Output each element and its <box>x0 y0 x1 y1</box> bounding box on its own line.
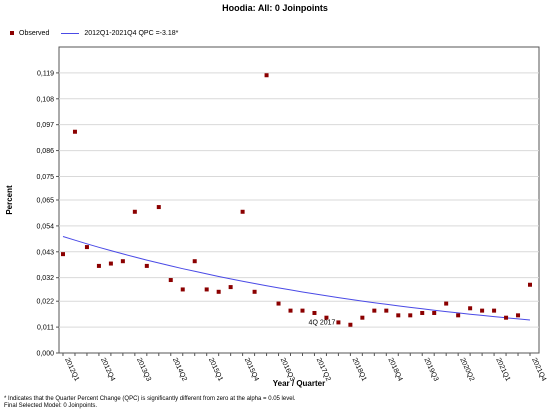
x-tick-label: 2012Q4 <box>99 357 116 383</box>
y-tick-label: 0,086 <box>36 148 54 155</box>
y-tick-label: 0,032 <box>36 275 54 282</box>
trend-line <box>62 236 531 321</box>
observed-point <box>396 313 401 318</box>
observed-point <box>192 259 197 264</box>
x-tick-label: 2019Q3 <box>422 357 439 383</box>
observed-point <box>156 205 161 210</box>
y-tick-label: 0,043 <box>36 249 54 256</box>
observed-point <box>360 315 365 320</box>
observed-point <box>336 320 341 325</box>
grid-lines <box>59 72 539 328</box>
observed-point <box>240 209 245 214</box>
y-tick-label: 0,065 <box>36 198 54 205</box>
y-axis-title: Percent <box>5 185 14 215</box>
observed-point <box>168 278 173 283</box>
observed-point <box>120 259 125 264</box>
observed-point <box>204 287 209 292</box>
observed-point <box>252 289 257 294</box>
observed-point <box>384 308 389 313</box>
observed-point <box>228 285 233 290</box>
observed-point <box>492 308 497 313</box>
x-tick-label: 2018Q1 <box>351 357 368 383</box>
y-axis-ticks: 0,000 0,011 0,022 0,032 0,043 0,054 0,065 0,075… <box>36 70 59 358</box>
x-tick-label: 2020Q2 <box>458 357 475 383</box>
legend-model-label: 2012Q1-2021Q4 QPC =-3.18* <box>84 29 179 37</box>
observed-point <box>180 287 185 292</box>
observed-point <box>96 263 101 268</box>
observed-point <box>132 209 137 214</box>
y-tick-label: 0,075 <box>36 174 54 181</box>
y-tick-label: 0,000 <box>36 351 54 358</box>
observed-point <box>480 308 485 313</box>
observed-point <box>444 301 449 306</box>
observed-point <box>504 315 509 320</box>
observed-point <box>420 310 425 315</box>
observed-point <box>108 261 113 266</box>
observed-points-layer <box>61 73 532 327</box>
observed-point <box>372 308 377 313</box>
annotation-label: 4Q 2017 <box>309 319 336 326</box>
footnote: * Indicates that the Quarter Percent Cha… <box>4 396 296 409</box>
y-tick-label: 0,119 <box>37 70 54 77</box>
x-tick-label: 2012Q1 <box>63 357 80 383</box>
trend-line-layer <box>62 236 531 321</box>
legend-observed-label: Observed <box>19 29 50 37</box>
y-tick-label: 0,011 <box>37 325 54 332</box>
x-tick-label: 2014Q2 <box>171 357 188 383</box>
y-tick-label: 0,097 <box>36 122 54 129</box>
observed-point <box>432 310 437 315</box>
x-tick-label: 2018Q4 <box>386 357 403 383</box>
x-axis-title: Year / Quarter <box>273 379 325 388</box>
x-tick-label: 2015Q4 <box>243 357 260 383</box>
annotation-layer: 4Q 2017 <box>309 319 336 326</box>
trend-line-icon <box>61 32 80 34</box>
x-tick-label: 2021Q1 <box>494 357 511 383</box>
observed-point <box>300 308 305 313</box>
observed-point <box>216 289 221 294</box>
observed-point <box>324 315 329 320</box>
observed-point <box>312 310 317 315</box>
observed-marker-icon <box>10 31 14 35</box>
observed-point <box>84 245 89 250</box>
x-tick-label: 2013Q3 <box>135 357 152 383</box>
observed-point <box>144 263 149 268</box>
x-tick-label: 2015Q1 <box>207 357 224 383</box>
observed-point <box>264 73 269 78</box>
legend: Observed 2012Q1-2021Q4 QPC =-3.18* <box>6 25 178 41</box>
observed-point <box>528 282 532 287</box>
observed-point <box>456 313 461 318</box>
y-tick-label: 0,108 <box>36 96 54 103</box>
observed-point <box>516 313 521 318</box>
y-tick-label: 0,054 <box>36 223 54 230</box>
observed-point <box>348 322 353 327</box>
observed-point <box>72 129 77 134</box>
observed-point <box>288 308 293 313</box>
x-tick-label: 2021Q4 <box>530 357 547 383</box>
chart-title: Hoodia: All: 0 Joinpoints <box>222 3 328 13</box>
observed-point <box>408 313 413 318</box>
observed-point <box>276 301 281 306</box>
y-tick-label: 0,022 <box>36 299 54 306</box>
observed-point <box>468 306 473 311</box>
observed-point <box>61 252 65 257</box>
